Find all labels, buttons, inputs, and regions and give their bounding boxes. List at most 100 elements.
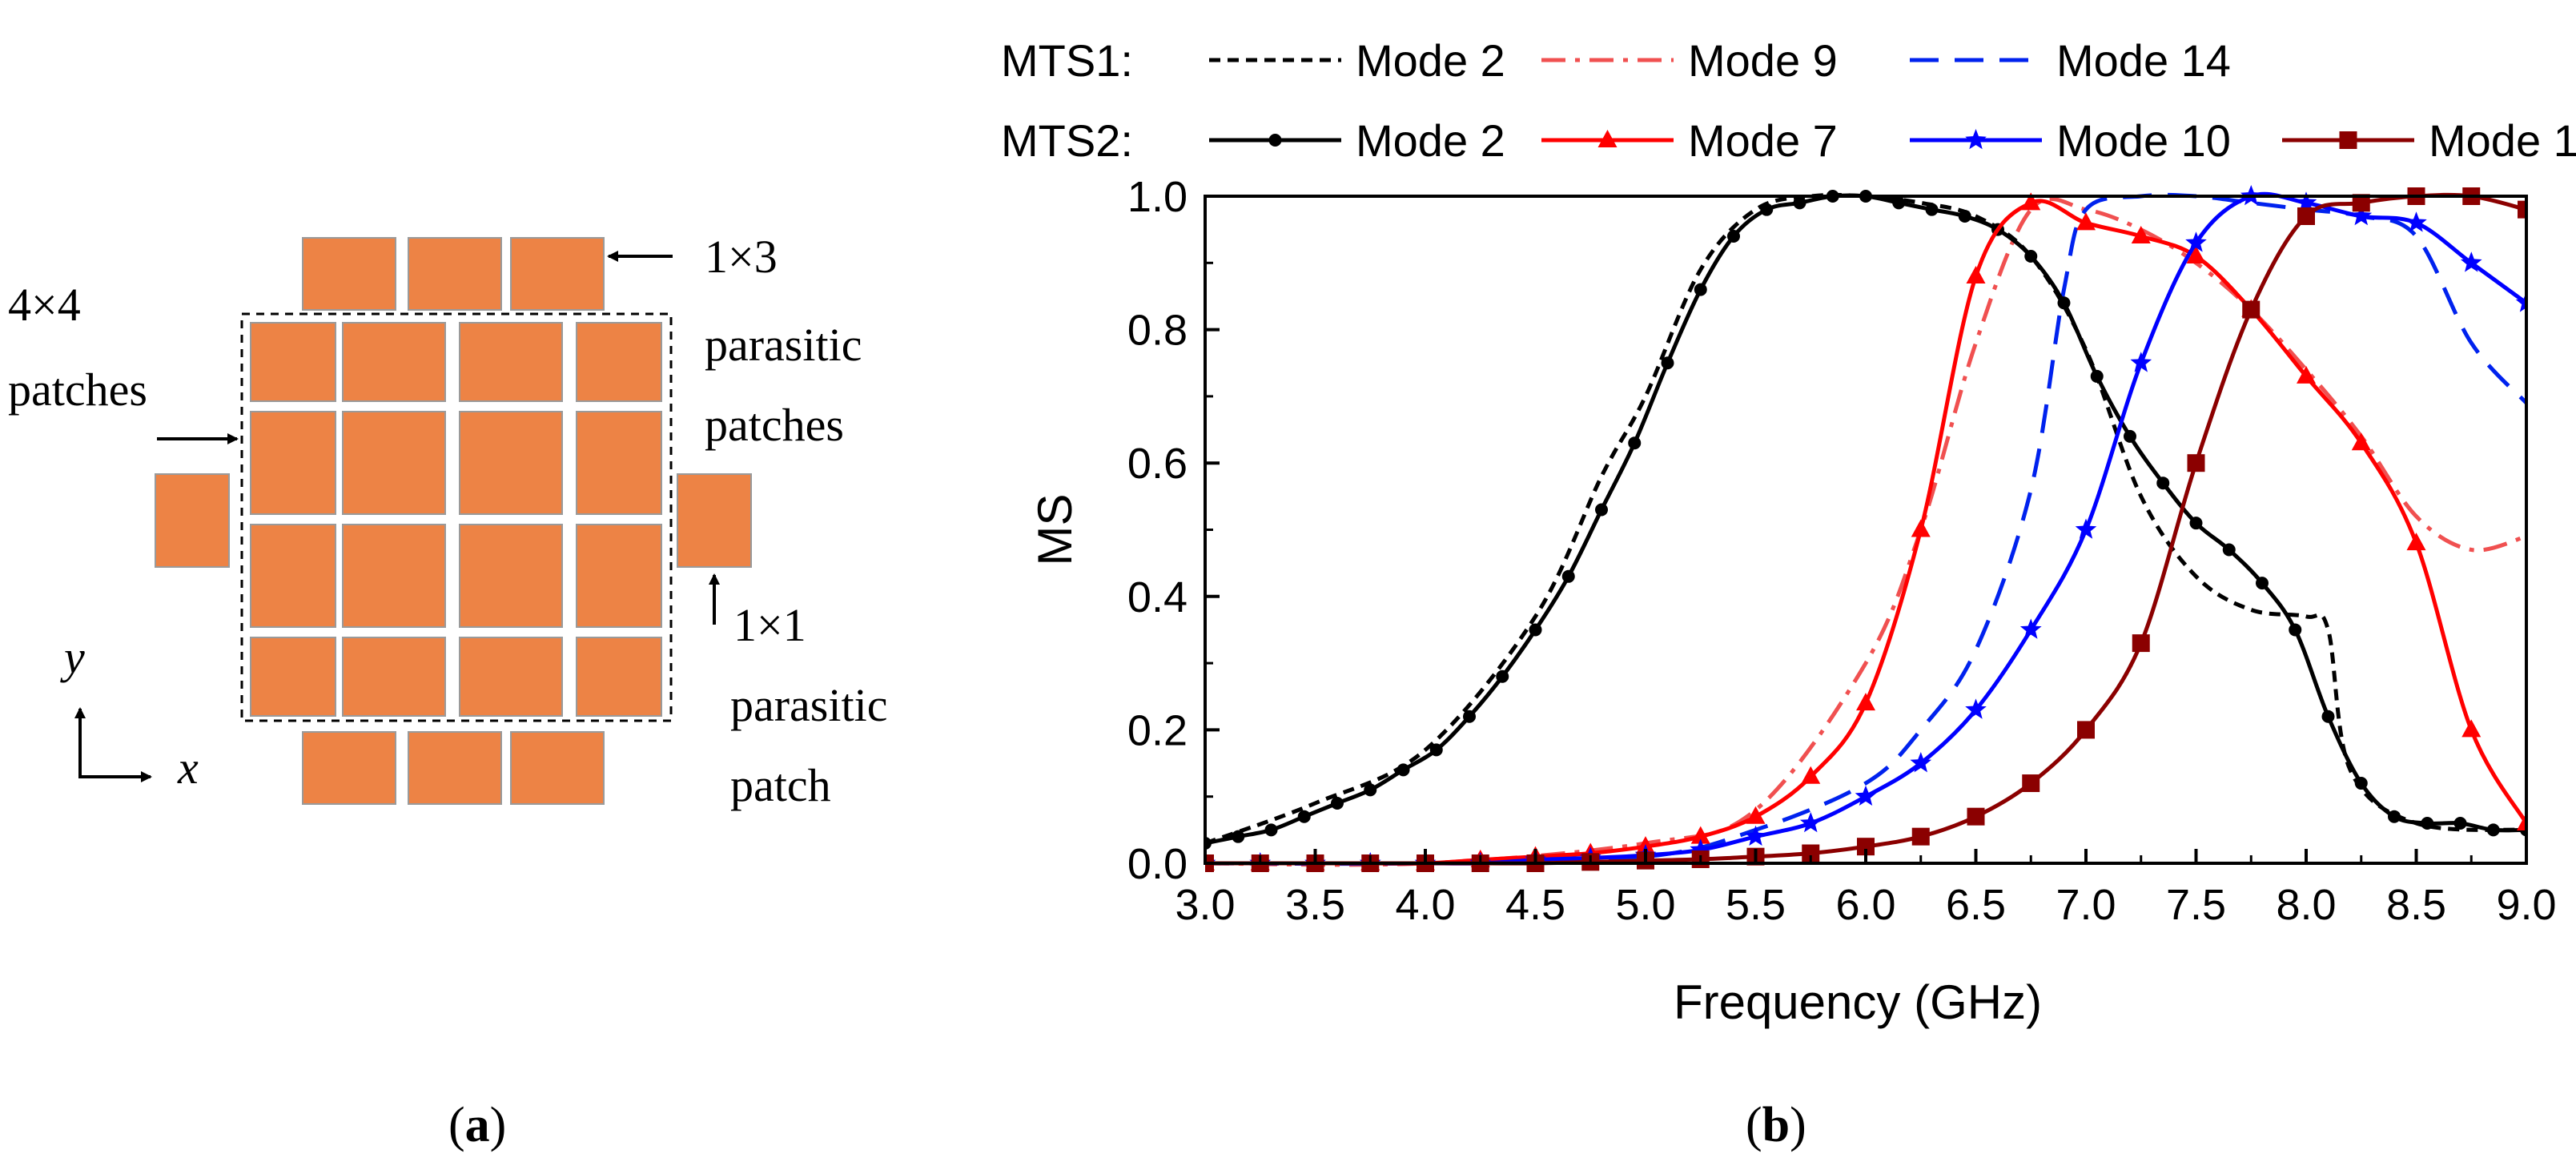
data-point-mts2-mode-2 <box>2090 369 2104 383</box>
array-patch <box>250 322 336 402</box>
data-point-mts2-mode-7 <box>2021 192 2041 211</box>
data-point-mts2-mode-7 <box>1690 826 1710 844</box>
main-array-label-1: 4×4 <box>8 279 81 331</box>
x-tick-label: 7.0 <box>2056 881 2116 929</box>
data-point-mts2-mode-10 <box>1745 825 1766 846</box>
data-point-mts2-mode-10 <box>2130 352 2152 372</box>
data-point-mts2-mode-12 <box>2022 774 2040 793</box>
data-point-mts2-mode-7 <box>2076 212 2096 231</box>
x-tick-label: 5.5 <box>1726 881 1786 929</box>
caption-b: (b) <box>1746 1098 1806 1152</box>
legend-entry-label: Mode 10 <box>2056 115 2231 166</box>
data-point-mts2-mode-2 <box>1892 196 1906 210</box>
x-tick-label: 4.0 <box>1395 881 1455 929</box>
data-point-mts2-mode-12 <box>2187 454 2205 472</box>
data-point-mts2-mode-2 <box>1496 669 1509 683</box>
series-line-mts2-mode-2 <box>1205 193 2526 846</box>
x-tick-label: 6.0 <box>1835 881 1895 929</box>
data-point-mts2-mode-7 <box>2131 225 2151 243</box>
data-point-mts2-mode-2 <box>1264 823 1278 837</box>
data-point-mts2-mode-2 <box>2453 817 2467 830</box>
data-point-mts2-mode-12 <box>2242 300 2261 319</box>
data-point-mts2-mode-2 <box>1429 743 1443 757</box>
data-point-mts2-mode-12 <box>2297 207 2315 225</box>
chart-ms-vs-frequency: 3.0 3.5 4.0 4.5 5.0 5.5 6.0 6.5 7.0 7.5 8.0 8.5 9.0 0… <box>1001 35 2576 1029</box>
data-point-mts2-mode-10 <box>1855 785 1877 806</box>
main-array-label-2: patches <box>8 364 147 416</box>
legend-marker <box>1597 130 1618 147</box>
data-point-mts2-mode-10 <box>2405 211 2427 232</box>
panel-a-diagram: 1×3 parasitic patches 4×4 patches 1×1 pa… <box>8 231 887 811</box>
data-point-mts2-mode-10 <box>2295 191 2317 212</box>
patch-group <box>155 237 752 805</box>
data-point-mts2-mode-10 <box>2515 291 2526 312</box>
x-tick-label: 9.0 <box>2496 881 2556 929</box>
data-point-mts2-mode-10 <box>1965 698 1987 719</box>
data-point-mts2-mode-2 <box>1595 503 1608 517</box>
side-parasitic-label-1: 1×1 <box>733 599 806 651</box>
legend-entry-label: Mode 9 <box>1688 35 1838 86</box>
data-point-mts2-mode-2 <box>2124 429 2136 443</box>
parasitic-patch-top <box>510 237 605 311</box>
data-point-mts2-mode-2 <box>1793 196 1806 210</box>
array-patch <box>459 411 563 515</box>
plot-frame <box>1204 195 2528 865</box>
data-point-mts2-mode-7 <box>2186 245 2206 263</box>
data-point-mts2-mode-10 <box>2350 205 2373 226</box>
parasitic-patch-top <box>408 237 502 311</box>
parasitic-patch-right <box>677 473 752 568</box>
series-line-mts1-mode-14 <box>1205 192 2526 866</box>
x-tick-label: 4.5 <box>1505 881 1565 929</box>
data-point-mts2-mode-10 <box>2460 251 2482 272</box>
data-point-mts2-mode-7 <box>1966 265 1986 283</box>
data-point-mts2-mode-2 <box>1925 203 1939 216</box>
x-tick-label: 3.0 <box>1175 881 1235 929</box>
parasitic-patch-left <box>155 473 230 568</box>
array-patch <box>342 322 446 402</box>
array-patch <box>576 637 662 717</box>
array-patch <box>459 322 563 402</box>
y-tick-label: 0.0 <box>1127 840 1188 888</box>
x-axis-label: Frequency (GHz) <box>1674 975 2042 1029</box>
data-point-mts2-mode-7 <box>1746 806 1766 824</box>
parasitic-patch-bottom <box>302 731 396 805</box>
legend-marker <box>1965 129 1987 150</box>
data-point-mts2-mode-2 <box>2388 810 2401 823</box>
array-patch <box>576 524 662 628</box>
data-point-mts2-mode-2 <box>1364 783 1377 797</box>
legend-marker <box>1268 134 1282 147</box>
data-point-mts2-mode-2 <box>2321 710 2335 723</box>
data-point-mts2-mode-2 <box>2189 517 2203 530</box>
caption-a: (a) <box>448 1098 507 1152</box>
data-point-mts2-mode-2 <box>1727 229 1740 243</box>
data-point-mts2-mode-10 <box>1690 838 1712 859</box>
data-point-mts2-mode-10 <box>2185 231 2207 252</box>
data-point-mts2-mode-2 <box>2156 476 2170 490</box>
data-point-mts2-mode-2 <box>1463 710 1476 723</box>
legend-marker <box>2339 131 2357 149</box>
data-point-mts2-mode-10 <box>1799 812 1822 833</box>
data-point-mts2-mode-7 <box>1801 766 1821 784</box>
legend: MTS1: Mode 2 Mode 9 Mode 14 MTS2: Mode 2 Mode … <box>1001 35 2576 166</box>
data-point-mts2-mode-12 <box>2132 634 2150 653</box>
data-point-mts2-mode-2 <box>1232 830 1245 843</box>
series-line-mts1-mode-2 <box>1205 192 2526 846</box>
top-parasitic-label-2: parasitic <box>705 319 862 371</box>
array-patch <box>250 524 336 628</box>
data-point-mts2-mode-2 <box>2289 623 2302 637</box>
array-patch <box>459 637 563 717</box>
y-tick-label: 0.8 <box>1127 307 1188 355</box>
data-point-mts2-mode-2 <box>1331 797 1344 810</box>
y-tick-label: 0.6 <box>1127 440 1188 488</box>
legend-entry-label: Mode 12 <box>2429 115 2576 166</box>
data-point-mts2-mode-7 <box>2461 719 2482 738</box>
data-point-mts2-mode-2 <box>1958 209 1971 223</box>
data-point-mts2-mode-12 <box>1802 844 1820 862</box>
data-point-mts2-mode-2 <box>1661 356 1674 370</box>
y-axis-label: MS <box>1028 494 1082 566</box>
data-point-mts2-mode-7 <box>2351 432 2371 451</box>
top-parasitic-label-3: patches <box>705 399 844 451</box>
y-tick-label: 0.2 <box>1127 706 1188 754</box>
series-group <box>1205 185 2526 873</box>
data-point-mts2-mode-12 <box>2518 200 2526 219</box>
